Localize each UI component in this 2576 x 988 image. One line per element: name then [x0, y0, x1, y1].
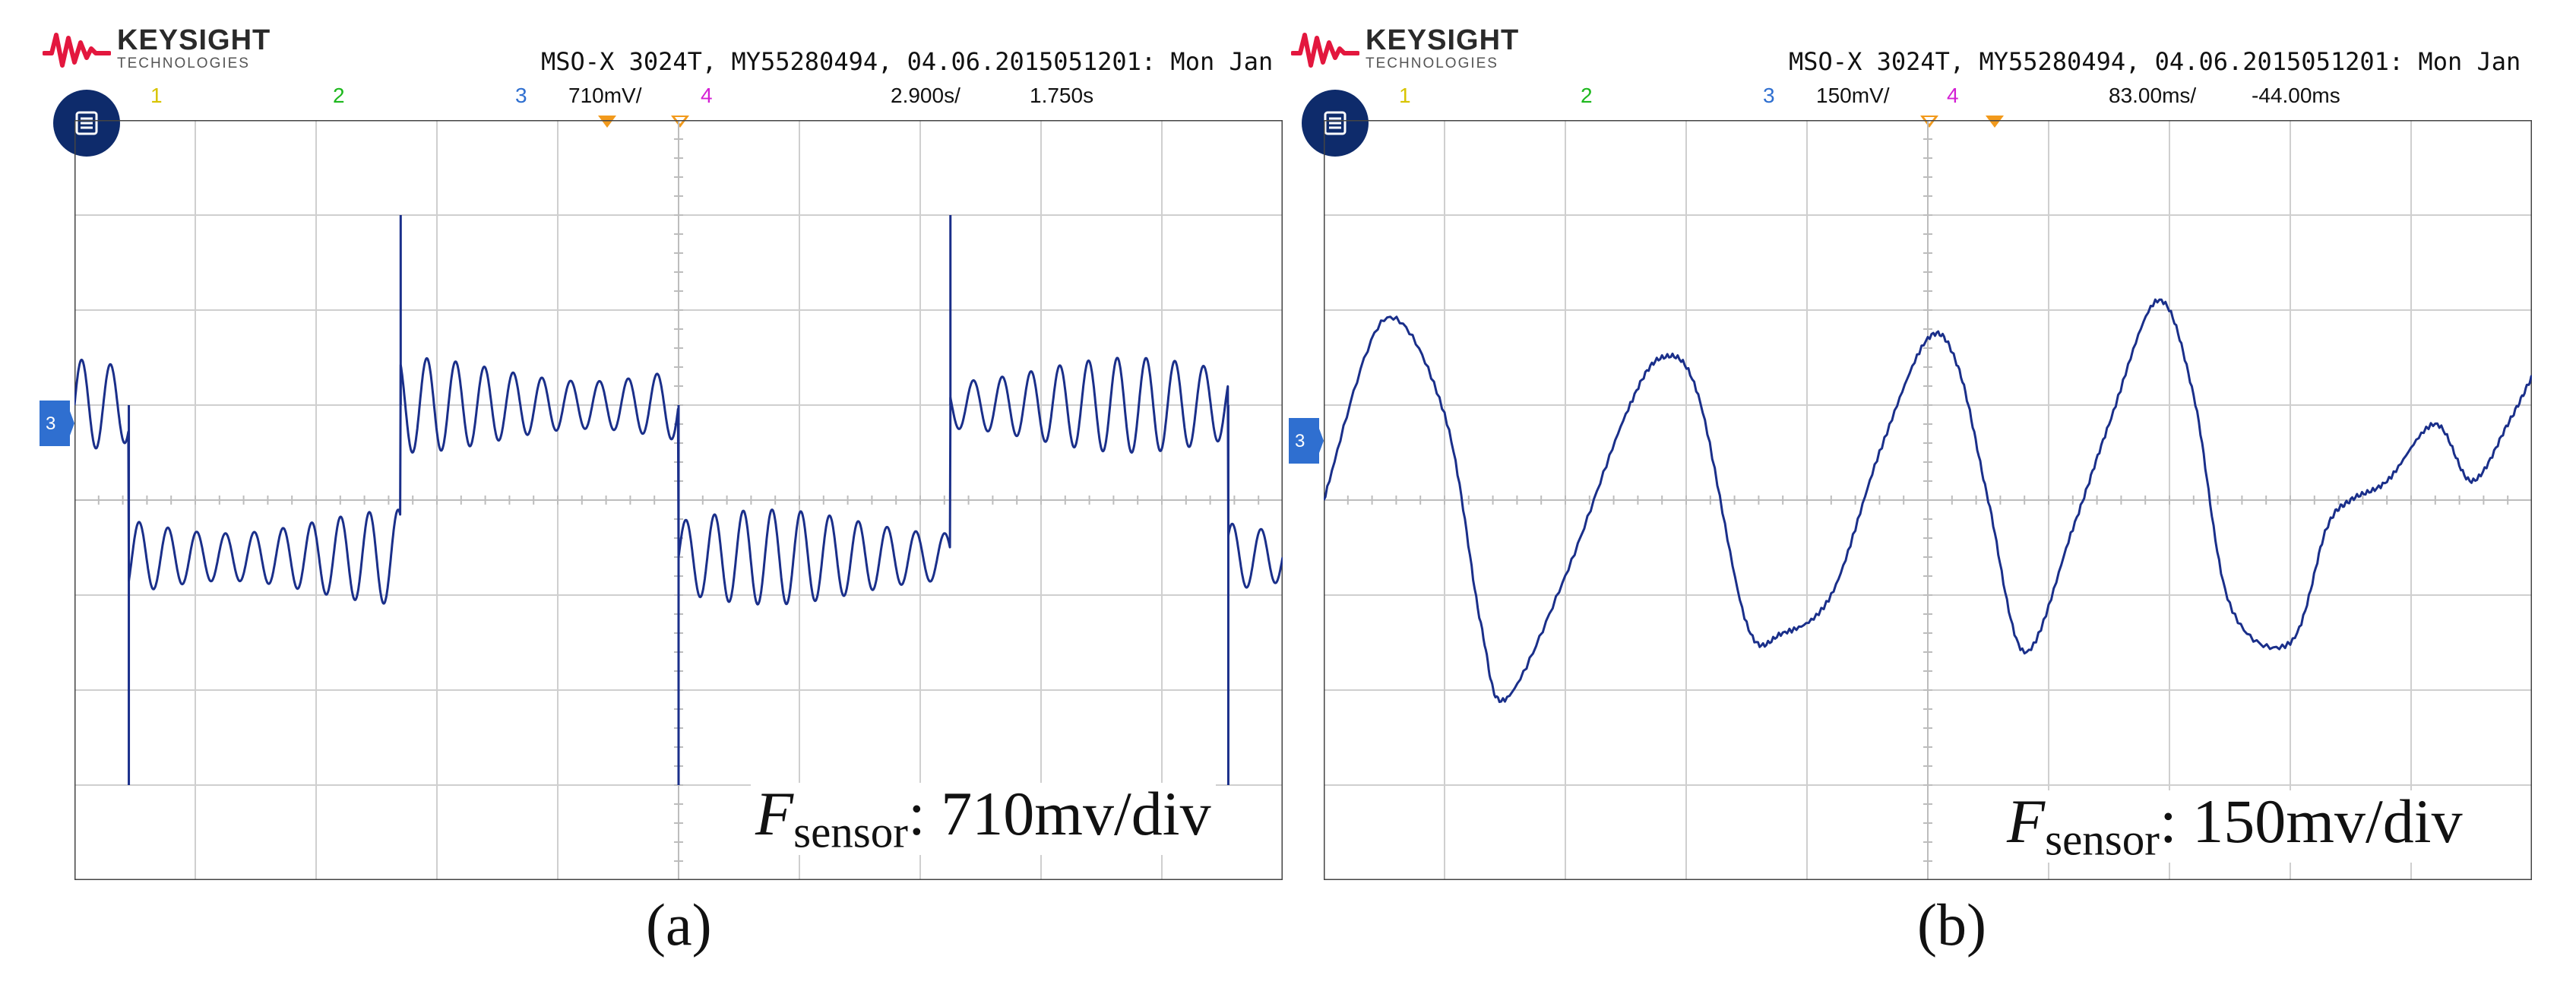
delay-value: -44.00ms	[2252, 84, 2340, 107]
channel-3-scale: 150mV/	[1816, 84, 1890, 107]
figure-label-b: (b)	[1917, 891, 1986, 958]
sensor-annotation-b: Fsensor: 150mv/div	[2002, 790, 2467, 863]
keysight-wave-icon	[43, 32, 111, 68]
graticule-grid	[1324, 120, 2532, 880]
delay-value: 1.750s	[1030, 84, 1094, 107]
channel-status-row: 1 2 3 150mV/ 4 83.00ms/ -44.00ms	[1288, 84, 2576, 114]
channel-2-label[interactable]: 2	[1581, 84, 1593, 107]
channel-4-label[interactable]: 4	[701, 84, 713, 107]
annotation-symbol: F	[755, 779, 794, 848]
series-line	[74, 356, 1283, 606]
scope-header-info: MSO-X 3024T, MY55280494, 04.06.201505120…	[541, 47, 1274, 76]
scope-plot-a	[74, 120, 1283, 880]
svg-text:3: 3	[46, 413, 55, 434]
scope-panel-a: KEYSIGHT TECHNOLOGIES MSO-X 3024T, MY552…	[0, 26, 1288, 958]
channel-3-scale: 710mV/	[568, 84, 642, 107]
scope-plot-b	[1324, 120, 2532, 880]
channel-1-label[interactable]: 1	[150, 84, 163, 107]
brand-sub: TECHNOLOGIES	[1366, 55, 1498, 71]
series-line	[1324, 298, 2532, 704]
trigger-level-marker[interactable]	[1986, 116, 2004, 128]
annotation-subscript: sensor	[793, 806, 908, 857]
channel-1-label[interactable]: 1	[1399, 84, 1411, 107]
scope-panel-b: KEYSIGHT TECHNOLOGIES MSO-X 3024T, MY552…	[1288, 0, 2576, 988]
timebase-value: 2.900s/	[891, 84, 960, 107]
channel-4-label[interactable]: 4	[1947, 84, 1959, 107]
annotation-symbol: F	[2007, 787, 2046, 856]
waveform-trace	[1324, 298, 2532, 704]
brand-logo: KEYSIGHT TECHNOLOGIES	[1291, 26, 1519, 71]
menu-button[interactable]	[1302, 90, 1369, 157]
menu-icon	[1324, 111, 1347, 135]
keysight-wave-icon	[1291, 32, 1359, 68]
channel-2-label[interactable]: 2	[333, 84, 345, 107]
channel-ground-marker-icon[interactable]: 3	[40, 401, 74, 446]
figure-label-a: (a)	[646, 891, 712, 958]
annotation-subscript: sensor	[2045, 814, 2160, 865]
waveform-trace	[74, 215, 1283, 785]
trigger-level-marker[interactable]	[598, 116, 616, 128]
brand-name: KEYSIGHT	[1366, 24, 1520, 56]
sensor-annotation-a: Fsensor: 710mv/div	[751, 783, 1216, 855]
svg-text:3: 3	[1295, 431, 1305, 451]
channel-ground-marker-icon[interactable]: 3	[1289, 418, 1324, 464]
brand-logo: KEYSIGHT TECHNOLOGIES	[43, 26, 271, 71]
annotation-value: : 150mv/div	[2159, 787, 2463, 856]
menu-icon	[75, 111, 98, 135]
channel-3-label[interactable]: 3	[515, 84, 527, 107]
annotation-value: : 710mv/div	[907, 779, 1211, 848]
brand-sub: TECHNOLOGIES	[117, 55, 250, 71]
brand-name: KEYSIGHT	[117, 24, 271, 56]
timebase-value: 83.00ms/	[2109, 84, 2197, 107]
channel-status-row: 1 2 3 710mV/ 4 2.900s/ 1.750s	[0, 84, 1288, 114]
menu-button[interactable]	[53, 90, 120, 157]
channel-3-label[interactable]: 3	[1763, 84, 1775, 107]
scope-header-info: MSO-X 3024T, MY55280494, 04.06.201505120…	[1789, 47, 2521, 76]
